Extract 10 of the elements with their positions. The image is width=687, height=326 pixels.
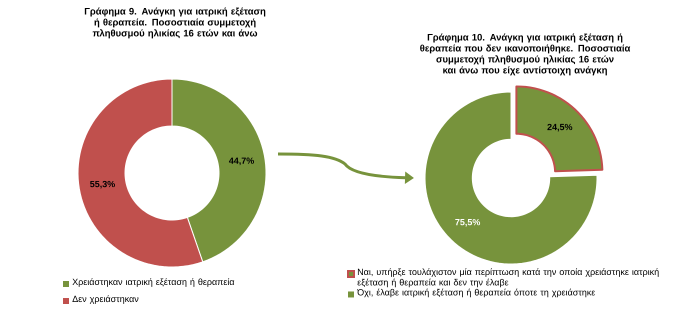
legend-label: Δεν χρειάστηκαν bbox=[72, 295, 138, 304]
chart-title: Γράφημα 9. Ανάγκη για ιατρική εξέταση ή θεραπεία. Ποσοστιαία συμμετοχή πληθυσμού ηλικίας 16 ετών και άνω bbox=[84, 8, 266, 38]
data-label: 55,3% bbox=[90, 180, 115, 189]
data-label: 44,7% bbox=[228, 158, 254, 166]
legend-label: Όχι, έλαβε ιατρική εξέταση ή θεραπεία όποτε τη χρειάστηκε bbox=[356, 288, 596, 298]
legend-label: Χρειάστηκαν ιατρική εξέταση ή θεραπεία bbox=[72, 278, 234, 287]
chart-title: Γράφημα 10. Ανάγκη για ιατρική εξέταση ή θεραπεία που δεν ικανοποιήθηκε. Ποσοστιαία συμμετοχή πληθυσμού ηλικίας 16 ετών και άνω που είχε αντίστοιχη ανάγκη bbox=[420, 34, 630, 76]
data-label: 75,5% bbox=[455, 218, 480, 227]
legend-label: Ναι, υπήρξε τουλάχιστον μία περίπτωση κατά την οποία χρειάστηκε ιατρική εξέταση ή θεραπεία και δεν την έλαβε bbox=[358, 268, 659, 288]
data-label: 24,5% bbox=[547, 124, 572, 132]
